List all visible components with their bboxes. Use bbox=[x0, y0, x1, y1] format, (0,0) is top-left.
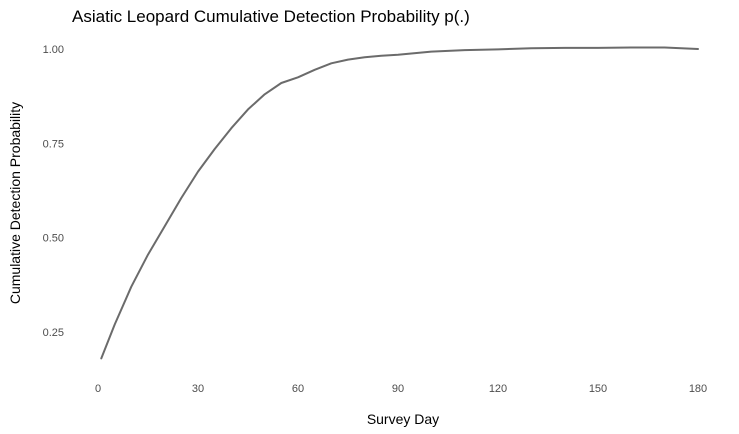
x-tick-label: 120 bbox=[489, 383, 507, 395]
x-tick-label: 0 bbox=[95, 383, 101, 395]
x-tick-label: 60 bbox=[292, 383, 304, 395]
x-axis-ticks: 0 30 60 90 120 150 180 bbox=[95, 383, 707, 395]
x-axis-title: Survey Day bbox=[367, 411, 439, 427]
x-tick-label: 150 bbox=[589, 383, 607, 395]
x-tick-label: 180 bbox=[689, 383, 707, 395]
series-line bbox=[100, 46, 699, 360]
y-axis-title: Cumulative Detection Probability bbox=[7, 102, 23, 304]
chart-title: Asiatic Leopard Cumulative Detection Pro… bbox=[72, 7, 470, 26]
y-tick-label: 1.00 bbox=[43, 44, 64, 56]
series-layer bbox=[100, 46, 699, 360]
y-tick-label: 0.25 bbox=[43, 327, 64, 339]
x-tick-label: 30 bbox=[192, 383, 204, 395]
x-tick-label: 90 bbox=[392, 383, 404, 395]
y-tick-label: 0.50 bbox=[43, 233, 64, 245]
y-axis-ticks: 0.25 0.50 0.75 1.00 bbox=[43, 44, 64, 339]
y-tick-label: 0.75 bbox=[43, 138, 64, 150]
